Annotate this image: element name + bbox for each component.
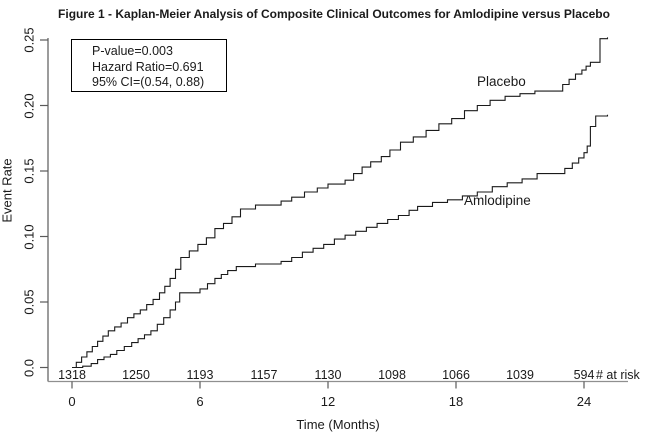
placebo-curve-label: Placebo xyxy=(477,74,526,89)
at-risk-count: 1098 xyxy=(378,368,406,382)
y-tick-label: 0.10 xyxy=(21,223,37,250)
statistics-box: P-value=0.003 Hazard Ratio=0.691 95% CI=… xyxy=(71,39,227,92)
x-axis-title: Time (Months) xyxy=(296,417,380,432)
at-risk-count: 1250 xyxy=(122,368,150,382)
y-tick-label: 0.0 xyxy=(21,358,37,377)
at-risk-count: 1157 xyxy=(250,368,278,382)
x-tick-label: 24 xyxy=(576,394,592,409)
x-tick-label: 6 xyxy=(196,394,204,409)
x-tick-label: 0 xyxy=(68,394,76,409)
at-risk-count: 1130 xyxy=(314,368,342,382)
x-tick-label: 18 xyxy=(448,394,464,409)
y-tick-label: 0.25 xyxy=(21,27,37,53)
amlodipine-curve xyxy=(72,114,609,369)
p-value-text: P-value=0.003 xyxy=(92,44,173,58)
y-tick-label: 0.15 xyxy=(21,158,37,184)
hazard-ratio-text: Hazard Ratio=0.691 xyxy=(92,59,204,74)
y-tick-label: 0.20 xyxy=(21,92,37,119)
figure-title: Figure 1 - Kaplan-Meier Analysis of Comp… xyxy=(58,7,610,21)
at-risk-row-label: # at risk xyxy=(596,368,640,382)
confidence-interval-text: 95% CI=(0.54, 0.88) xyxy=(92,75,205,89)
at-risk-count: 1193 xyxy=(186,368,214,382)
amlodipine-curve-label: Amlodipine xyxy=(464,193,531,208)
x-tick-label: 12 xyxy=(320,394,336,409)
placebo-curve xyxy=(72,37,609,369)
at-risk-count: 1318 xyxy=(58,368,86,382)
at-risk-count: 1066 xyxy=(442,368,470,382)
y-axis-title: Event Rate xyxy=(0,158,15,223)
at-risk-count: 594 xyxy=(573,368,595,382)
at-risk-count: 1039 xyxy=(506,368,534,382)
y-tick-label: 0.05 xyxy=(21,289,37,315)
